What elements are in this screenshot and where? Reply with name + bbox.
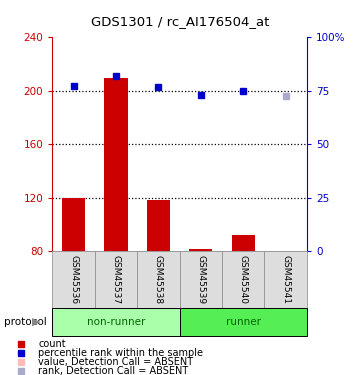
Bar <box>137 251 179 308</box>
Text: runner: runner <box>226 316 261 327</box>
Bar <box>147 201 170 251</box>
Text: GDS1301 / rc_AI176504_at: GDS1301 / rc_AI176504_at <box>91 15 270 28</box>
Text: protocol: protocol <box>4 316 46 327</box>
Text: value, Detection Call = ABSENT: value, Detection Call = ABSENT <box>38 357 193 367</box>
Bar <box>62 198 85 251</box>
Bar <box>52 251 95 308</box>
Text: percentile rank within the sample: percentile rank within the sample <box>38 348 203 358</box>
Text: rank, Detection Call = ABSENT: rank, Detection Call = ABSENT <box>38 366 189 375</box>
Text: GSM45538: GSM45538 <box>154 255 163 304</box>
Bar <box>179 308 307 336</box>
Bar <box>95 251 137 308</box>
Text: GSM45536: GSM45536 <box>69 255 78 304</box>
Bar <box>52 308 179 336</box>
Text: GSM45540: GSM45540 <box>239 255 248 304</box>
Text: GSM45541: GSM45541 <box>281 255 290 304</box>
Bar <box>189 249 213 251</box>
Text: ▶: ▶ <box>32 316 40 327</box>
Bar <box>104 78 128 251</box>
Bar <box>264 251 307 308</box>
Text: count: count <box>38 339 66 349</box>
Bar <box>231 235 255 251</box>
Text: non-runner: non-runner <box>87 316 145 327</box>
Bar <box>179 251 222 308</box>
Bar <box>222 251 264 308</box>
Text: GSM45539: GSM45539 <box>196 255 205 304</box>
Text: GSM45537: GSM45537 <box>112 255 121 304</box>
